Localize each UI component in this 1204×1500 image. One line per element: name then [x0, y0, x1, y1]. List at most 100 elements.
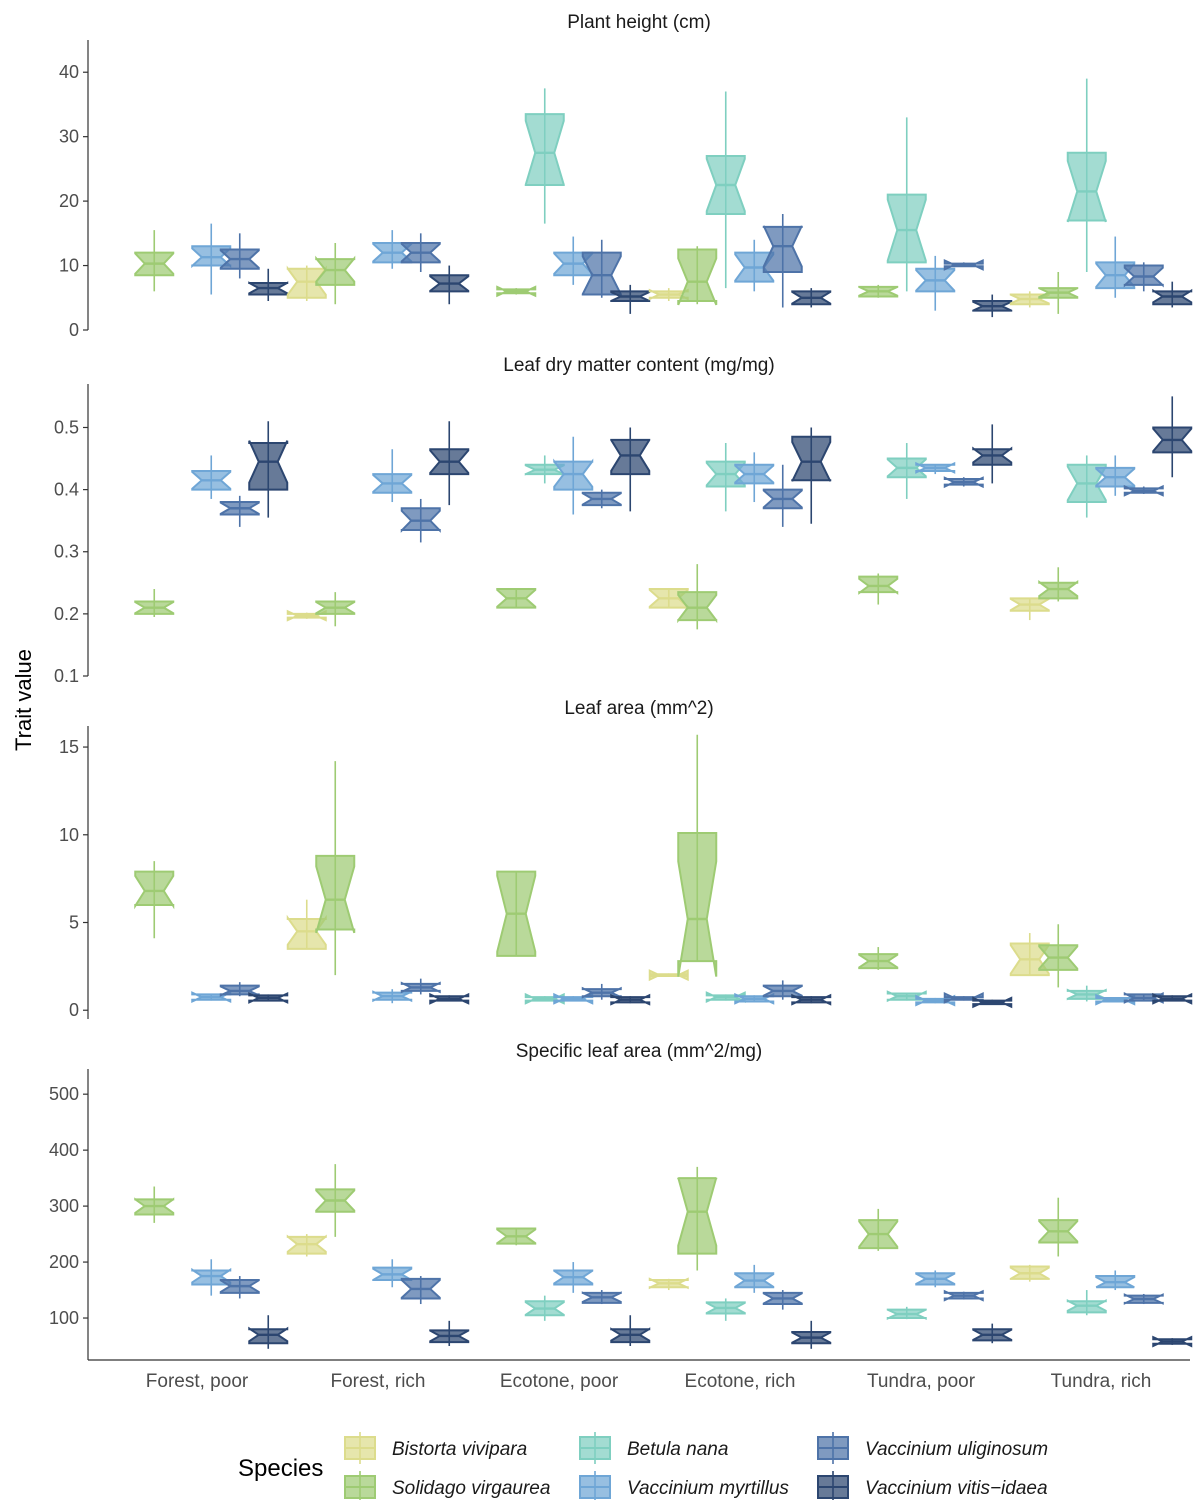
legend-item-betula-nana: Betula nana: [579, 1432, 728, 1464]
panel-leaf-area-mm-2: Leaf area (mm^2) 0 5 10 15: [59, 698, 1193, 1020]
y-tick-label: 30: [59, 127, 79, 147]
y-tick-label: 300: [49, 1196, 79, 1216]
box-vaccinium-uliginosum-forest-poor: [219, 495, 260, 527]
box-betula-nana-ecotone-rich: [705, 91, 746, 289]
x-axis-categories: Forest, poor Forest, rich Ecotone, poor Eco…: [146, 1371, 1152, 1392]
y-tick-label: 5: [69, 913, 79, 933]
box-vaccinium-uliginosum-ecotone-rich: [762, 464, 803, 527]
box-vaccinium-uliginosum-ecotone-poor: [581, 239, 622, 298]
panel-specific-leaf-area-mm-2-mg: Specific leaf area (mm^2/mg) 100 200 300 400…: [49, 1041, 1193, 1361]
box-bistorta-vivipara-tundra-rich: [1009, 291, 1050, 308]
notched-box: [315, 255, 356, 286]
legend-title: Species: [238, 1455, 323, 1482]
x-category-label: Forest, poor: [146, 1371, 249, 1392]
x-category-label: Tundra, rich: [1051, 1371, 1152, 1392]
box-vaccinium-myrtillus-forest-poor: [191, 455, 232, 499]
box-solidago-virgaurea-forest-rich: [315, 592, 356, 627]
box-vaccinium-vitis-idaea-ecotone-poor: [610, 427, 651, 512]
box-betula-nana-tundra-rich: [1066, 985, 1107, 1002]
box-solidago-virgaurea-tundra-poor: [858, 284, 899, 298]
legend-item-vaccinium-myrtillus: Vaccinium myrtillus: [579, 1471, 789, 1500]
box-betula-nana-tundra-rich: [1066, 1290, 1107, 1316]
notched-box: [315, 854, 356, 934]
box-vaccinium-vitis-idaea-ecotone-rich: [791, 427, 832, 524]
notched-box: [762, 225, 803, 273]
box-vaccinium-uliginosum-forest-rich: [400, 233, 441, 272]
notched-box: [248, 440, 289, 491]
box-solidago-virgaurea-forest-rich: [315, 1164, 356, 1237]
legend-item-bistorta-vivipara: Bistorta vivipara: [344, 1432, 527, 1464]
box-vaccinium-uliginosum-forest-poor: [219, 982, 260, 997]
box-vaccinium-uliginosum-ecotone-rich: [762, 1290, 803, 1310]
y-tick-label: 40: [59, 62, 79, 82]
box-vaccinium-vitis-idaea-forest-poor: [248, 1315, 289, 1349]
box-vaccinium-myrtillus-ecotone-rich: [734, 239, 775, 292]
box-solidago-virgaurea-ecotone-poor: [496, 588, 537, 609]
box-solidago-virgaurea-tundra-rich: [1038, 272, 1079, 314]
x-category-label: Ecotone, poor: [500, 1371, 619, 1392]
y-tick-label: 0.5: [54, 417, 79, 437]
box-solidago-virgaurea-forest-poor: [134, 230, 175, 292]
panel-title: Leaf area (mm^2): [564, 698, 713, 719]
y-tick-label: 0: [69, 320, 79, 340]
box-vaccinium-myrtillus-forest-poor: [191, 223, 232, 295]
box-solidago-virgaurea-ecotone-rich: [677, 1166, 718, 1271]
y-tick-label: 200: [49, 1252, 79, 1272]
y-tick-label: 10: [59, 825, 79, 845]
box-vaccinium-myrtillus-tundra-poor: [915, 1270, 956, 1288]
notched-box: [886, 193, 927, 264]
box-solidago-virgaurea-forest-rich: [315, 243, 356, 305]
box-vaccinium-vitis-idaea-forest-rich: [429, 421, 470, 506]
box-vaccinium-uliginosum-ecotone-poor: [581, 489, 622, 509]
box-bistorta-vivipara-tundra-rich: [1009, 597, 1050, 621]
legend-label: Vaccinium vitis−idaea: [865, 1478, 1048, 1499]
box-betula-nana-tundra-rich: [1066, 78, 1107, 272]
box-bistorta-vivipara-ecotone-rich: [648, 969, 689, 982]
box-vaccinium-vitis-idaea-tundra-poor: [972, 424, 1013, 484]
box-solidago-virgaurea-forest-poor: [134, 861, 175, 939]
box-vaccinium-uliginosum-forest-rich: [400, 978, 441, 995]
notched-box: [524, 113, 565, 186]
notched-box: [610, 438, 651, 476]
box-vaccinium-myrtillus-forest-rich: [372, 449, 413, 503]
y-tick-label: 20: [59, 191, 79, 211]
notched-box: [677, 248, 718, 306]
notched-box: [400, 507, 441, 533]
legend-item-solidago-virgaurea: Solidago virgaurea: [344, 1471, 550, 1500]
y-tick-label: 15: [59, 737, 79, 757]
box-vaccinium-vitis-idaea-tundra-poor: [972, 294, 1013, 318]
legend-label: Vaccinium myrtillus: [627, 1478, 789, 1499]
box-betula-nana-ecotone-rich: [705, 443, 746, 512]
x-category-label: Forest, rich: [330, 1371, 425, 1392]
y-tick-label: 0.1: [54, 666, 79, 686]
box-vaccinium-vitis-idaea-tundra-rich: [1152, 281, 1193, 308]
box-vaccinium-myrtillus-tundra-rich: [1095, 455, 1136, 496]
notched-box: [553, 458, 594, 491]
y-tick-label: 0.3: [54, 542, 79, 562]
notched-box: [677, 832, 718, 977]
box-bistorta-vivipara-tundra-rich: [1009, 1264, 1050, 1282]
y-tick-label: 10: [59, 256, 79, 276]
notched-box: [1066, 151, 1107, 223]
box-solidago-virgaurea-forest-rich: [315, 761, 356, 976]
box-vaccinium-vitis-idaea-ecotone-rich: [791, 288, 832, 308]
y-tick-label: 0.2: [54, 604, 79, 624]
panel-leaf-dry-matter-content-mg-mg: Leaf dry matter content (mg/mg) 0.1 0.2 0.3…: [54, 355, 1193, 686]
box-vaccinium-vitis-idaea-forest-rich: [429, 265, 470, 305]
box-vaccinium-vitis-idaea-ecotone-poor: [610, 1315, 651, 1347]
box-vaccinium-vitis-idaea-tundra-rich: [1152, 992, 1193, 1005]
box-solidago-virgaurea-tundra-rich: [1038, 567, 1079, 602]
box-solidago-virgaurea-ecotone-rich: [677, 246, 718, 306]
x-category-label: Tundra, poor: [867, 1371, 976, 1392]
box-vaccinium-uliginosum-forest-rich: [400, 498, 441, 543]
box-vaccinium-vitis-idaea-tundra-poor: [972, 996, 1013, 1009]
box-solidago-virgaurea-tundra-poor: [858, 573, 899, 605]
legend-label: Vaccinium uliginosum: [865, 1439, 1048, 1460]
box-vaccinium-myrtillus-forest-rich: [372, 989, 413, 1004]
box-solidago-virgaurea-forest-poor: [134, 589, 175, 617]
box-vaccinium-uliginosum-forest-rich: [400, 1276, 441, 1305]
box-vaccinium-vitis-idaea-tundra-rich: [1152, 396, 1193, 478]
box-solidago-virgaurea-forest-poor: [134, 1186, 175, 1223]
box-vaccinium-uliginosum-tundra-poor: [943, 1289, 984, 1302]
box-solidago-virgaurea-ecotone-poor: [496, 1227, 537, 1246]
